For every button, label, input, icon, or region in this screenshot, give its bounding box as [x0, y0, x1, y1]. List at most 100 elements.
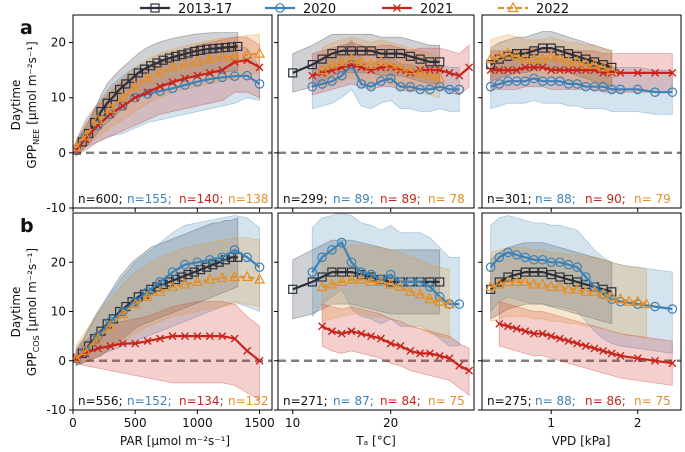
point-2022 [404, 285, 416, 296]
point-2020 [307, 81, 318, 92]
point-2021 [581, 341, 590, 350]
count-label-2013-17: n=301; [487, 192, 532, 206]
point-2013-17 [581, 54, 591, 64]
plot-area-a-par [73, 32, 272, 157]
point-2020 [529, 73, 539, 84]
point-2013-17 [208, 260, 218, 270]
point-2021 [503, 322, 512, 331]
point-2022 [375, 55, 387, 66]
point-2021 [465, 366, 474, 375]
plot-area-a-ta [278, 33, 474, 155]
y-tick-label: 0 [58, 146, 66, 160]
point-2022 [355, 273, 367, 284]
point-2022 [554, 280, 566, 291]
row-a-ylabel-sub: NEE [32, 129, 41, 145]
series-line-2021 [75, 59, 261, 151]
point-2022 [414, 287, 426, 299]
point-2020 [405, 81, 416, 92]
point-2022 [588, 58, 600, 69]
point-2013-17 [529, 267, 539, 277]
panel-a-ta: n=299; n= 89; n= 89; n= 78 [274, 14, 475, 212]
point-2021 [607, 349, 616, 358]
point-2020 [632, 84, 643, 95]
point-2021 [318, 322, 327, 331]
point-2021 [547, 332, 556, 341]
point-2020 [454, 84, 465, 95]
point-2022 [554, 52, 566, 64]
point-2013-17 [317, 54, 327, 64]
point-2021 [106, 341, 115, 350]
point-2022 [606, 63, 618, 75]
point-2021 [445, 354, 454, 363]
count-label-2020: n= 89; [333, 192, 374, 206]
series-line-2022 [75, 52, 260, 149]
point-2021 [495, 66, 504, 75]
point-2013-17 [158, 55, 168, 65]
band-2021 [498, 301, 673, 386]
point-2013-17 [121, 79, 131, 89]
point-2013-17 [415, 54, 425, 64]
point-2021 [386, 339, 395, 348]
point-2013-17 [102, 98, 112, 108]
x-tick-label: 500 [124, 416, 147, 430]
panel-b-ta: 10 20 n=271; n= 87; n= 84; n= 75 [274, 212, 475, 430]
point-2020 [167, 267, 178, 277]
band-2013-17 [490, 31, 613, 88]
point-2021 [651, 68, 660, 77]
point-2022 [537, 278, 549, 289]
point-2020 [511, 250, 522, 260]
x-tick-label: 2 [634, 416, 642, 430]
point-2021 [376, 334, 385, 343]
series-markers-2020 [307, 59, 465, 95]
series-markers-2022 [316, 52, 446, 83]
point-2022 [528, 52, 540, 64]
legend-label-2013-17: 2013-17 [178, 2, 232, 17]
band-2021 [75, 301, 260, 401]
point-2022 [493, 278, 505, 289]
point-2013-17 [96, 106, 106, 117]
point-2022 [179, 58, 191, 69]
point-2020 [572, 79, 582, 89]
point-2013-17 [607, 62, 617, 72]
series-markers-2022 [73, 47, 266, 152]
point-2020 [307, 267, 318, 277]
point-2022 [424, 292, 436, 304]
point-2013-17 [220, 42, 230, 53]
point-2013-17 [90, 117, 100, 128]
point-2021 [143, 88, 152, 97]
point-2020 [425, 282, 435, 292]
band-2022 [75, 33, 260, 154]
point-2013-17 [177, 272, 187, 282]
row-b-ylabel-line2: GPPCOS [μmol m⁻²s⁻¹] [25, 248, 41, 376]
band-2013-17 [75, 32, 239, 157]
row-b-ylabel: Daytime GPPCOS [μmol m⁻²s⁻¹] [9, 248, 41, 376]
point-2022 [414, 66, 426, 77]
series-markers-2020 [73, 245, 265, 364]
point-2021 [435, 351, 444, 360]
point-2022 [640, 297, 652, 309]
point-2022 [229, 270, 241, 282]
series-line-2022 [321, 57, 440, 80]
point-2022 [502, 275, 514, 287]
point-2022 [204, 52, 216, 64]
point-2020 [356, 267, 367, 277]
point-2022 [104, 319, 116, 331]
point-2020 [395, 277, 406, 287]
point-2021 [651, 356, 660, 365]
count-label-2022: n= 78 [428, 192, 465, 206]
point-2013-17 [233, 41, 243, 52]
point-2021 [529, 63, 538, 72]
point-2013-17 [307, 277, 317, 287]
point-2021 [521, 327, 530, 336]
point-2021 [218, 332, 227, 341]
point-2020 [615, 84, 626, 95]
point-2022 [254, 47, 266, 58]
point-2022 [502, 47, 514, 58]
series-line-2022 [75, 275, 260, 360]
point-2013-17 [202, 44, 212, 54]
point-2013-17 [512, 48, 522, 59]
point-2022 [216, 271, 228, 283]
x-tick-label: 10 [285, 416, 300, 430]
point-2022 [316, 280, 328, 291]
